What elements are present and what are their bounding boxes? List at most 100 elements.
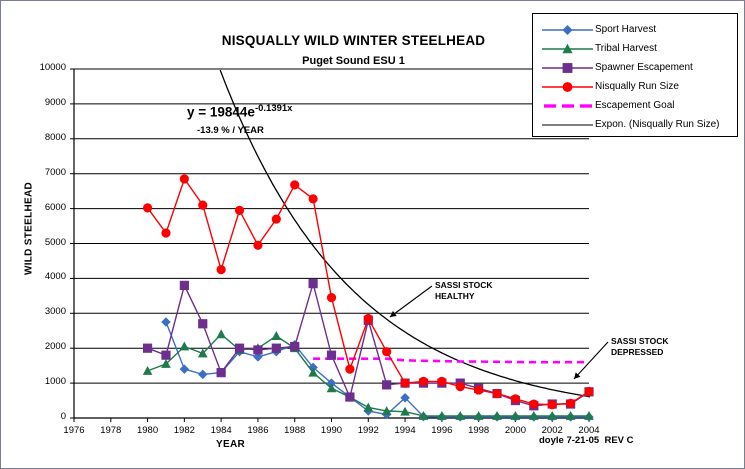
series-point-spawner-escapement — [290, 341, 300, 352]
x-tick-label: 1996 — [431, 425, 453, 436]
series-point-nisqually-run-size — [326, 292, 337, 303]
x-tick-label: 1992 — [357, 425, 379, 436]
series-point-tribal-harvest — [529, 410, 539, 420]
series-point-nisqually-run-size — [510, 394, 521, 404]
leader-sassi-healthy — [389, 285, 433, 318]
series-line-nisqually-run-size — [147, 177, 590, 406]
series-point-tribal-harvest — [418, 410, 429, 420]
x-tick-label: 1976 — [63, 425, 85, 436]
series-point-sport-harvest — [179, 364, 190, 374]
x-tick-label: 1984 — [210, 425, 232, 436]
legend-item-tribal-harvest[interactable]: Tribal Harvest — [533, 39, 737, 58]
series-point-nisqually-run-size — [566, 398, 576, 408]
series-point-nisqually-run-size — [584, 386, 594, 397]
trendline-equation-exponent: -0.1391x — [254, 103, 293, 114]
y-tick-label: 9000 — [44, 96, 66, 108]
annotation-sassi-depressed-line1: SASSI STOCK — [611, 336, 669, 346]
series-point-nisqually-run-size — [474, 385, 484, 395]
series-point-spawner-escapement — [382, 380, 392, 390]
trendline-equation: y = 19844e-0.1391x — [187, 103, 292, 120]
series-point-tribal-harvest — [381, 406, 392, 415]
annotation-sassi-healthy: SASSI STOCK HEALTHY — [435, 280, 492, 302]
series-point-nisqually-run-size — [529, 399, 539, 409]
series-point-tribal-harvest — [271, 331, 282, 340]
series-point-spawner-escapement — [253, 345, 263, 355]
legend-key-dash-icon — [540, 99, 595, 113]
series-point-spawner-escapement — [326, 350, 337, 360]
chart-credit: doyle 7-21-05 REV C — [539, 435, 634, 446]
y-tick-label: 1000 — [44, 376, 66, 388]
series-point-sport-harvest — [253, 352, 263, 362]
series-point-spawner-escapement — [142, 343, 153, 353]
trendline-equation-base: y = 19844e — [187, 104, 255, 120]
series-point-nisqually-run-size — [400, 378, 410, 388]
series-point-tribal-harvest — [584, 410, 594, 420]
x-tick-label: 1978 — [100, 425, 122, 436]
x-tick-label: 1998 — [468, 425, 490, 436]
series-line-escapement-goal — [313, 357, 589, 364]
series-point-spawner-escapement — [216, 368, 226, 378]
x-tick-label: 2002 — [541, 425, 563, 436]
series-point-tribal-harvest — [197, 348, 208, 358]
x-tick-label: 2004 — [578, 425, 600, 436]
y-tick-label: 6000 — [44, 201, 66, 213]
legend-marker — [562, 62, 573, 73]
legend-marker — [562, 24, 573, 35]
series-point-nisqually-run-size — [345, 364, 355, 374]
series-point-tribal-harvest — [161, 358, 171, 368]
legend-marker — [562, 43, 573, 53]
legend-key-diamond-icon — [540, 23, 595, 37]
series-point-nisqually-run-size — [308, 194, 318, 204]
annotation-sassi-depressed-line2: DEPRESSED — [611, 347, 664, 357]
series-point-nisqually-run-size — [290, 180, 300, 190]
series-point-nisqually-run-size — [271, 214, 281, 224]
series-point-spawner-escapement — [179, 280, 189, 290]
series-point-tribal-harvest — [326, 383, 337, 393]
legend-item-sport-harvest[interactable]: Sport Harvest — [533, 20, 737, 39]
series-point-sport-harvest — [161, 317, 171, 327]
y-tick-label: 7000 — [44, 166, 66, 178]
leader-sassi-depressed — [573, 341, 609, 380]
x-tick-label: 1988 — [284, 425, 306, 436]
series-point-spawner-escapement — [345, 392, 355, 402]
series-point-nisqually-run-size — [216, 265, 226, 275]
series-point-nisqually-run-size — [142, 203, 153, 213]
legend-marker — [562, 81, 573, 92]
series-line-spawner-escapement — [147, 280, 590, 407]
series-point-tribal-harvest — [363, 402, 374, 412]
y-tick-label: 5000 — [44, 236, 66, 248]
x-tick-label: 1994 — [394, 425, 416, 436]
legend-item-escapement-goal[interactable]: Escapement Goal — [533, 96, 737, 115]
series-point-spawner-escapement — [234, 343, 245, 353]
series-point-tribal-harvest — [308, 367, 318, 377]
series-point-tribal-harvest — [400, 406, 410, 416]
series-point-nisqually-run-size — [382, 347, 392, 357]
legend-item-expon-nisqually-run-size-[interactable]: Expon. (Nisqually Run Size) — [533, 115, 737, 134]
y-tick-label: 0 — [60, 411, 66, 422]
y-tick-label: 4000 — [44, 271, 66, 283]
y-tick-label: 8000 — [44, 131, 66, 143]
legend-key-circle-icon — [540, 80, 595, 94]
legend-key-line-icon — [540, 118, 595, 132]
series-point-nisqually-run-size — [418, 376, 429, 386]
series-point-nisqually-run-size — [492, 388, 502, 399]
legend-label: Nisqually Run Size — [595, 81, 679, 92]
x-axis-label: YEAR — [216, 439, 245, 450]
series-point-nisqually-run-size — [455, 381, 465, 392]
legend-label: Spawner Escapement — [595, 62, 693, 73]
y-tick-label: 2000 — [44, 341, 66, 353]
trendline-rate: -13.9 % / YEAR — [197, 125, 264, 136]
series-point-nisqually-run-size — [198, 200, 208, 210]
legend-key-triangle-icon — [540, 42, 595, 56]
legend-label: Sport Harvest — [595, 24, 657, 35]
legend-item-nisqually-run-size[interactable]: Nisqually Run Size — [533, 77, 737, 96]
series-point-tribal-harvest — [437, 410, 447, 420]
series-point-nisqually-run-size — [234, 205, 245, 215]
legend-item-spawner-escapement[interactable]: Spawner Escapement — [533, 58, 737, 77]
series-point-spawner-escapement — [308, 279, 318, 289]
series-point-tribal-harvest — [142, 365, 153, 375]
series-point-tribal-harvest — [510, 410, 521, 420]
legend-label: Tribal Harvest — [595, 43, 657, 54]
series-point-nisqually-run-size — [179, 174, 189, 184]
chart-title: NISQUALLY WILD WINTER STEELHEAD — [221, 33, 486, 48]
